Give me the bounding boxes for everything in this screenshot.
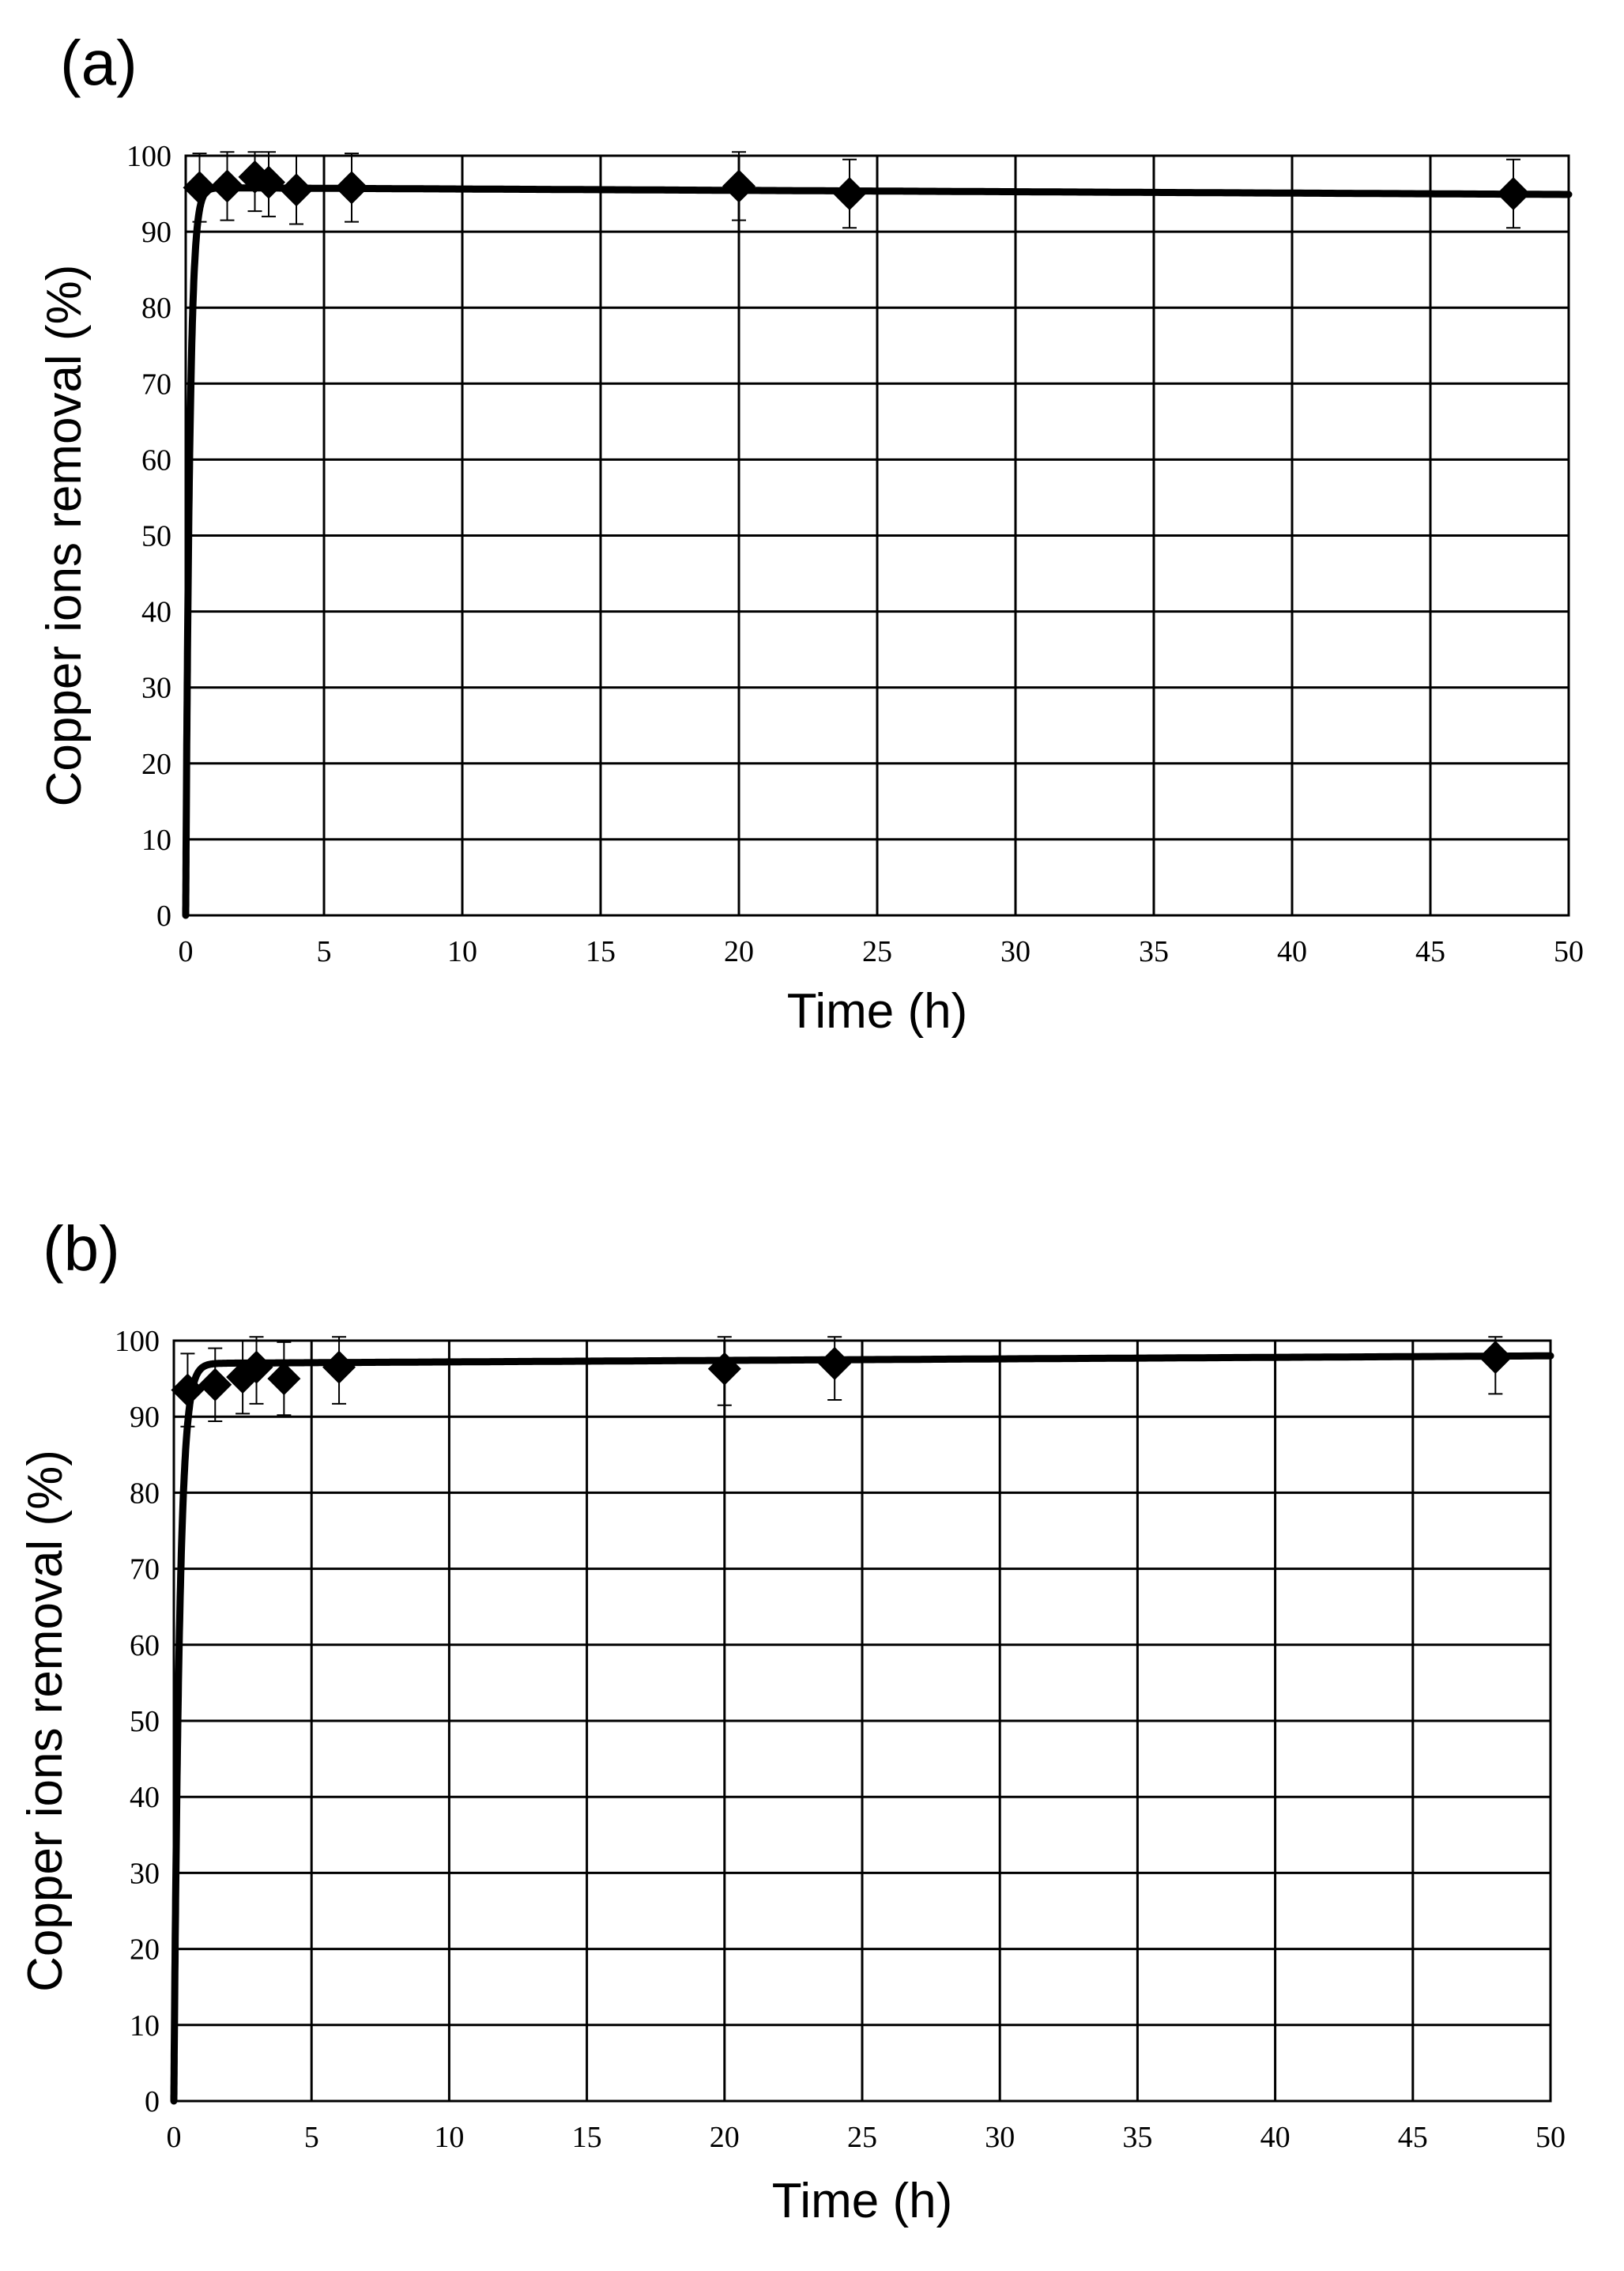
x-tick-labels: 0 5 10 15 20 25 30 35 40 45 50 [167,2121,1566,2154]
y-tick-label: 50 [130,1705,160,1738]
data-point [183,171,217,205]
x-tick-label: 25 [847,2121,877,2154]
data-series [171,1336,1513,1428]
y-tick-label: 40 [141,596,171,629]
y-tick-label: 0 [145,2085,160,2118]
fit-curve [170,1352,1554,2105]
y-tick-label: 40 [130,1781,160,1814]
data-point [707,1352,741,1386]
data-point [171,1373,205,1407]
x-tick-label: 25 [862,935,892,968]
y-tick-label: 20 [141,748,171,781]
data-point [722,169,755,203]
x-tick-label: 50 [1535,2121,1566,2154]
y-tick-label: 20 [130,1933,160,1967]
x-tick-label: 40 [1277,935,1307,968]
x-tick-label: 0 [179,935,194,968]
chart-a-svg: 0 5 10 15 20 25 30 35 40 45 50 0 10 20 30 40 50 60 70 80 90 1… [37,140,1584,1039]
data-point [1479,1341,1513,1375]
y-tick-label: 60 [130,1629,160,1662]
data-point [818,1346,852,1380]
y-tick-label: 70 [141,368,171,401]
data-point [210,169,244,203]
data-point [198,1368,232,1401]
x-tick-label: 35 [1122,2121,1152,2154]
x-tick-label: 10 [434,2121,464,2154]
x-tick-label: 30 [985,2121,1015,2154]
x-tick-label: 50 [1554,935,1584,968]
x-tick-label: 20 [724,935,754,968]
x-tick-label: 5 [317,935,332,968]
x-tick-label: 10 [447,935,477,968]
panel-label: (b) [43,1213,120,1284]
y-tick-label: 100 [115,1325,160,1358]
data-point [322,1350,356,1384]
chart-panel-b: (b) 0 5 10 15 20 25 30 35 40 45 50 0 10 20 30 40 50 60 70 8… [0,1186,1624,2271]
y-tick-label: 90 [141,216,171,249]
y-tick-label: 80 [141,292,171,325]
x-tick-label: 15 [586,935,616,968]
gridlines [172,1339,1552,2103]
x-tick-label: 45 [1415,935,1445,968]
x-tick-label: 45 [1398,2121,1428,2154]
chart-b-svg: 0 5 10 15 20 25 30 35 40 45 50 0 10 20 30 40 50 60 70 80 90 1… [18,1325,1566,2228]
x-tick-label: 0 [167,2121,182,2154]
data-point [280,173,313,207]
x-tick-label: 35 [1139,935,1169,968]
data-point [1497,177,1530,211]
y-axis-label: Copper ions removal (%) [18,1450,73,1992]
data-series [183,151,1530,229]
y-tick-label: 0 [156,900,171,933]
x-tick-label: 40 [1260,2121,1291,2154]
y-tick-label: 100 [126,140,171,173]
y-tick-label: 70 [130,1553,160,1586]
x-tick-labels: 0 5 10 15 20 25 30 35 40 45 50 [179,935,1584,968]
y-tick-label: 50 [141,520,171,553]
plot-frame [172,1339,1552,2103]
chart-panel-a: (a) 0 5 10 15 20 25 30 35 40 45 50 0 10 20 30 40 50 60 70 8… [0,0,1624,1107]
y-axis-label: Copper ions removal (%) [37,265,92,807]
y-tick-labels: 0 10 20 30 40 50 60 70 80 90 100 [126,140,171,933]
x-axis-label: Time (h) [772,2174,952,2228]
gridlines [184,154,1570,917]
y-tick-label: 60 [141,443,171,477]
y-tick-label: 30 [141,672,171,705]
x-tick-label: 15 [572,2121,602,2154]
data-point [335,171,368,205]
data-point [833,177,866,211]
y-tick-label: 80 [130,1477,160,1510]
x-tick-label: 5 [304,2121,319,2154]
y-tick-label: 90 [130,1401,160,1434]
y-tick-label: 10 [130,2009,160,2043]
x-axis-label: Time (h) [787,984,967,1039]
y-tick-label: 10 [141,824,171,857]
data-point [267,1362,301,1396]
data-point [239,1350,273,1384]
y-tick-labels: 0 10 20 30 40 50 60 70 80 90 100 [115,1325,160,2118]
x-tick-label: 20 [710,2121,740,2154]
x-tick-label: 30 [1000,935,1031,968]
panel-label: (a) [60,28,138,98]
data-point [252,165,285,199]
y-tick-label: 30 [130,1857,160,1890]
